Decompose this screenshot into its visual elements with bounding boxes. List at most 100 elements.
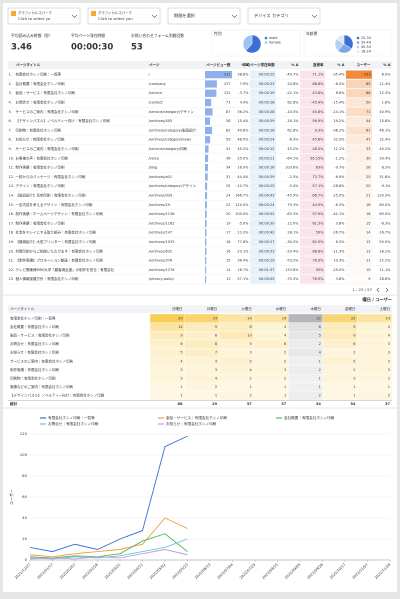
time-cell-bg [250, 70, 276, 79]
table-cell: /archives/category/デザイン [149, 183, 197, 188]
total-cell: 34 [350, 402, 356, 406]
table-cell: 77.8% [237, 240, 249, 244]
table-cell: /service [149, 91, 163, 95]
row-number: 22. [9, 268, 15, 272]
table-cell: 31 [226, 175, 230, 179]
table-cell: 45.2% [287, 147, 299, 151]
table-cell: 71.1% [312, 73, 324, 77]
table-cell: 166.7% [235, 194, 249, 198]
time-cell-bg [250, 117, 276, 126]
user-heat [346, 117, 372, 126]
column-header: ユーザー [357, 62, 371, 67]
table-cell: 56.15% [310, 156, 324, 160]
row-number: 13. [9, 184, 15, 188]
table-cell: 14 [282, 316, 287, 320]
table-cell: 3 [284, 368, 286, 372]
table-cell: /company [149, 82, 166, 86]
table-cell: 21 [366, 194, 370, 198]
table-cell: 32.4% [379, 138, 391, 142]
table-cell: 2 [319, 394, 321, 398]
table-cell: 68.8% [312, 249, 324, 253]
pv-bar [205, 89, 217, 97]
table-cell: お知らせ｜有限会社ホシノ印刷 [16, 137, 65, 142]
table-cell: 57.1% [312, 184, 324, 188]
filter-dropdown[interactable] [87, 7, 161, 25]
table-cell: 80.0% [379, 203, 391, 207]
column-header: ページビュー数 [206, 62, 231, 67]
table-cell: / [149, 73, 151, 77]
column-header: 平均ページ滞在時間 [243, 62, 275, 67]
heat-cell [357, 391, 393, 401]
table-cell: /archives/939 [149, 194, 173, 198]
table-cell: 36.4% [237, 259, 249, 263]
row-number: 9. [9, 147, 12, 151]
table-cell: 25.0% [333, 194, 345, 198]
filter-label: 期間を選択 [174, 12, 196, 19]
column-header: 日曜日 [172, 307, 183, 311]
table-cell: 3 [388, 359, 390, 363]
row-number: 8. [9, 138, 12, 142]
table-cell: 8 [215, 342, 217, 346]
table-cell: テレビ関東様MBS大学「顧客満足度」の制作を担当｜有限会社 [16, 267, 115, 272]
table-cell: -83.3% [286, 212, 299, 216]
table-cell: 2 [319, 368, 321, 372]
table-cell: 311 [224, 73, 231, 77]
time-cell-bg [250, 154, 276, 163]
table-cell: 25 [366, 175, 370, 179]
filter-dropdown[interactable] [167, 7, 241, 25]
table-cell: -6.3% [288, 138, 299, 142]
table-cell: 会社概要｜有限会社ホシノ印刷 [10, 324, 59, 329]
pie-slice [245, 34, 262, 54]
table-cell: 50 [366, 101, 370, 105]
table-cell: 制作実績｜有限会社ホシノ印刷 [10, 367, 59, 372]
table-cell: 71 [226, 101, 230, 105]
total-cell: 88 [178, 402, 184, 406]
time-cell-bg [250, 275, 276, 284]
table-cell: 1 [249, 385, 251, 389]
table-cell: 1.6% [382, 101, 392, 105]
table-cell: 10.3% [333, 259, 345, 263]
table-cell: 1 [388, 385, 390, 389]
time-cell-bg [250, 265, 276, 275]
filter-dropdown[interactable] [7, 7, 81, 25]
table-cell: -30.2% [286, 240, 299, 244]
table-cell: /privacy-policy [149, 277, 175, 281]
table-cell: 71 [366, 110, 370, 114]
table-cell: 133.8% [285, 268, 299, 272]
table-cell: 1 [319, 359, 321, 363]
column-header: 土曜日 [380, 306, 391, 311]
user-heat [346, 191, 372, 200]
user-heat [346, 210, 372, 219]
y-tick-label: 80 [22, 473, 27, 478]
table-cell: 8.3% [382, 166, 392, 170]
table-cell: 22.2% [379, 259, 391, 263]
table-cell: -29.4% [286, 249, 299, 253]
row-number: 1. [9, 73, 12, 77]
table-cell: 6 [284, 342, 286, 346]
table-cell: 44 [366, 119, 371, 123]
time-cell-bg [250, 200, 276, 209]
prev-page[interactable] [376, 287, 380, 293]
pv-bar [205, 108, 213, 116]
next-page[interactable] [385, 287, 389, 293]
table-cell: 3 [215, 368, 217, 372]
bounce-cell-bg [300, 126, 325, 135]
bounce-cell-bg [300, 275, 325, 284]
time-cell-bg [250, 256, 276, 265]
table-cell: 00:01:57 [259, 268, 275, 272]
filter-dropdown[interactable] [247, 7, 321, 25]
table-cell: -25.0% [332, 268, 345, 272]
table-cell: /archives/1276 [149, 268, 175, 272]
table-cell: 00:00:42 [259, 231, 275, 235]
table-cell: /archives/405 [149, 119, 173, 123]
kpi-label: 平均読み込み時間（秒） [11, 33, 53, 38]
table-cell: -35.4% [332, 73, 345, 77]
table-cell: /voice [149, 156, 159, 160]
legend-dot [356, 36, 360, 40]
table-cell: -15.4% [332, 101, 345, 105]
table-cell: 45.2% [237, 147, 249, 151]
series-line [29, 538, 188, 560]
pv-bar [205, 117, 211, 125]
